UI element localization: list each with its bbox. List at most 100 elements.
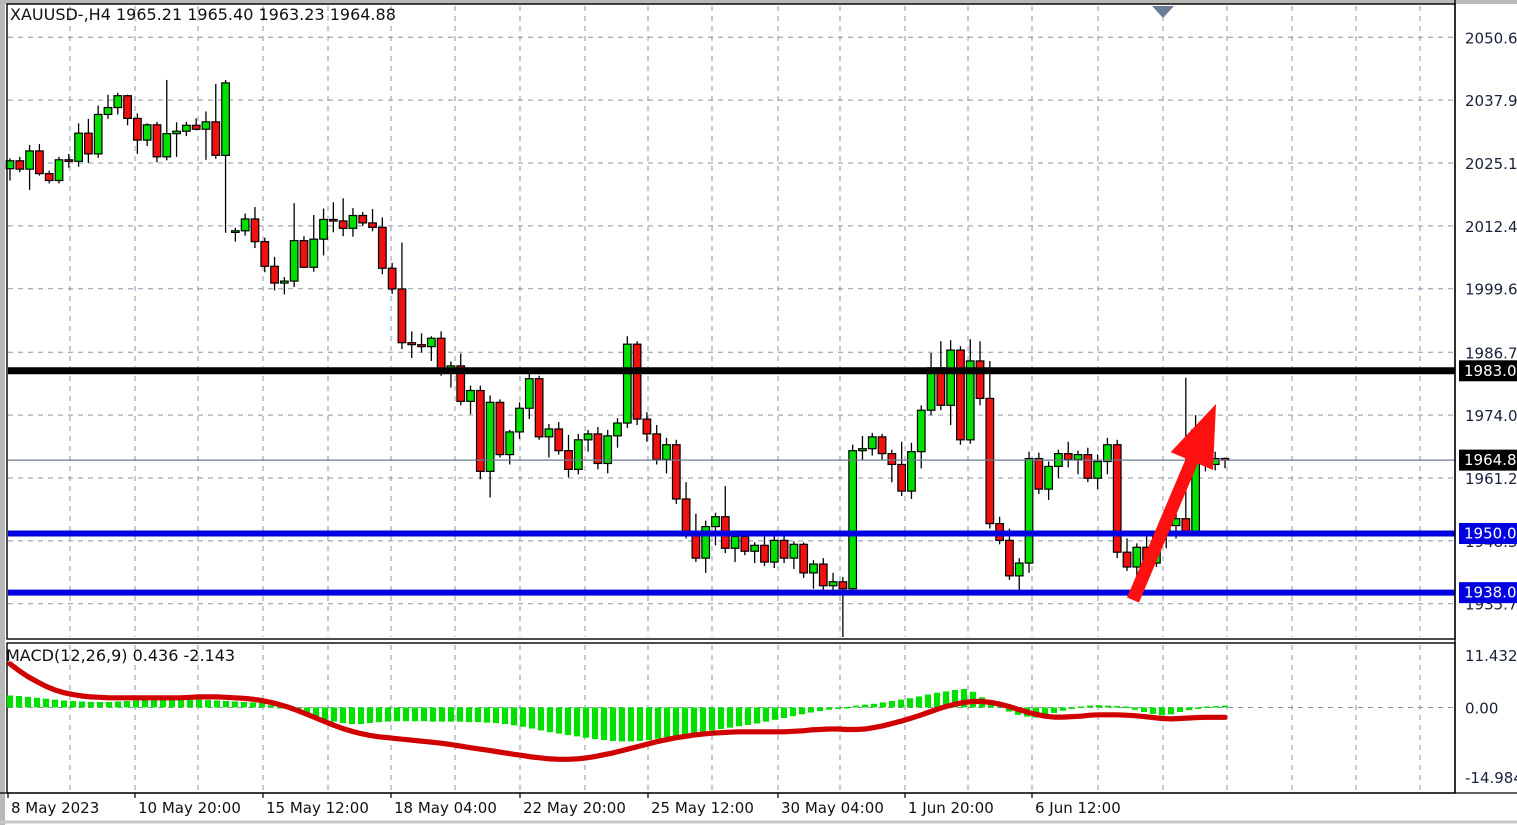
- macd-histogram-bar: [789, 707, 797, 717]
- candle-body-bearish: [132, 117, 142, 141]
- candle-body-bullish: [858, 448, 867, 452]
- candle-body-bearish: [15, 160, 25, 170]
- macd-histogram-bar: [357, 707, 365, 724]
- candle-body-bullish: [5, 160, 15, 170]
- macd-histogram-bar: [474, 707, 482, 723]
- candle-body-bearish: [377, 226, 387, 269]
- macd-histogram-bar: [69, 701, 77, 708]
- candle-body-bearish: [818, 563, 828, 587]
- macd-histogram-bar: [699, 707, 707, 732]
- candle-body-bullish: [113, 95, 123, 109]
- macd-histogram-bar: [1068, 707, 1076, 709]
- candle-body-bearish: [368, 222, 377, 228]
- macd-histogram-bar: [1113, 706, 1121, 708]
- candle-body-bullish: [965, 360, 975, 441]
- macd-histogram-bar: [771, 707, 779, 720]
- macd-histogram-bar: [1005, 707, 1013, 712]
- candle-body-bearish: [534, 378, 544, 438]
- price-axis-tick-label: 1974.00: [1465, 407, 1517, 425]
- macd-histogram-bar: [546, 707, 554, 733]
- candle-body-bullish: [142, 124, 152, 141]
- candle-body-bullish: [348, 214, 358, 229]
- macd-histogram-bar: [159, 700, 167, 708]
- bullish-arrow-shaft[interactable]: [1127, 449, 1202, 603]
- macd-histogram-bar: [177, 700, 185, 708]
- candle-body-bullish: [181, 124, 191, 132]
- macd-histogram-bar: [618, 707, 626, 742]
- macd-histogram-bar: [897, 699, 905, 708]
- macd-histogram-bar: [24, 696, 32, 708]
- macd-histogram-bar: [951, 689, 959, 708]
- macd-histogram-bar: [1194, 707, 1202, 709]
- macd-histogram-bar: [1077, 706, 1085, 709]
- macd-histogram-bar: [492, 707, 500, 724]
- macd-histogram-bar: [186, 699, 194, 708]
- candle-body-bullish: [279, 280, 289, 284]
- candle-body-bullish: [613, 422, 622, 437]
- macd-histogram-bar: [15, 695, 23, 708]
- macd-histogram-bar: [933, 692, 941, 708]
- macd-histogram-bar: [213, 700, 221, 708]
- bullish-arrow-head[interactable]: [1170, 404, 1216, 471]
- macd-histogram-bar: [1203, 706, 1211, 709]
- macd-histogram-bar: [987, 702, 995, 708]
- candle-body-bullish: [583, 433, 593, 441]
- candle-body-bullish: [573, 439, 583, 470]
- time-axis-tick-label: 6 Jun 12:00: [1035, 799, 1121, 817]
- candle-body-bullish: [524, 378, 534, 409]
- macd-histogram-bar: [402, 707, 410, 722]
- candle-body-bearish: [740, 535, 750, 552]
- macd-histogram-bar: [195, 699, 203, 708]
- macd-histogram-bar: [249, 702, 257, 708]
- candle-body-bearish: [250, 218, 260, 243]
- macd-histogram-bar: [78, 701, 86, 708]
- price-axis-tick-label: 2025.15: [1465, 155, 1517, 173]
- candle-body-bullish: [662, 444, 671, 461]
- candle-body-bearish: [436, 337, 446, 371]
- candle-body-bullish: [1073, 454, 1083, 461]
- candle-body-bearish: [1181, 518, 1191, 533]
- macd-histogram-bar: [1122, 706, 1130, 709]
- candle-body-bearish: [260, 241, 270, 267]
- macd-histogram-bar: [735, 707, 743, 727]
- macd-histogram-bar: [366, 707, 374, 724]
- macd-histogram-bar: [150, 700, 158, 708]
- candle-body-bearish: [1122, 551, 1132, 568]
- candle-body-bullish: [916, 409, 926, 453]
- candle-body-bullish: [750, 544, 760, 552]
- candle-body-bearish: [799, 543, 809, 574]
- macd-histogram-bar: [906, 698, 914, 708]
- macd-histogram-bar: [501, 707, 509, 724]
- macd-histogram-bar: [393, 707, 401, 722]
- candle-body-bullish: [769, 539, 779, 563]
- macd-histogram-bar: [573, 707, 581, 737]
- candle-body-bearish: [387, 267, 397, 290]
- macd-histogram-bar: [168, 700, 176, 708]
- candle-body-bullish: [1093, 460, 1103, 479]
- macd-histogram-bar: [1131, 707, 1139, 710]
- candle-body-bullish: [172, 130, 181, 135]
- candle-body-bearish: [1063, 453, 1073, 461]
- level-badge-support-upper-label: 1950.00: [1464, 524, 1517, 542]
- macd-axis-tick-label: -14.984: [1465, 769, 1517, 787]
- current-price-badge-label: 1964.88: [1464, 451, 1517, 469]
- macd-histogram-bar: [348, 707, 356, 724]
- macd-histogram-bar: [420, 707, 428, 722]
- time-axis-tick-label: 1 Jun 20:00: [908, 799, 994, 817]
- candle-body-bearish: [211, 121, 221, 156]
- candle-body-bullish: [622, 343, 632, 424]
- candle-body-bearish: [397, 288, 407, 344]
- candle-body-bearish: [1005, 539, 1014, 577]
- current-price-badge-background: [1459, 449, 1517, 471]
- macd-histogram-bar: [834, 707, 842, 709]
- macd-histogram-bar: [51, 699, 59, 708]
- candle-body-bearish: [495, 401, 505, 456]
- macd-histogram-bar: [267, 705, 275, 708]
- candle-body-bearish: [652, 433, 662, 461]
- price-axis-tick-label: 2012.40: [1465, 218, 1517, 236]
- candle-body-bearish: [123, 95, 132, 119]
- macd-histogram-bar: [924, 694, 932, 708]
- candle-body-bearish: [299, 240, 309, 268]
